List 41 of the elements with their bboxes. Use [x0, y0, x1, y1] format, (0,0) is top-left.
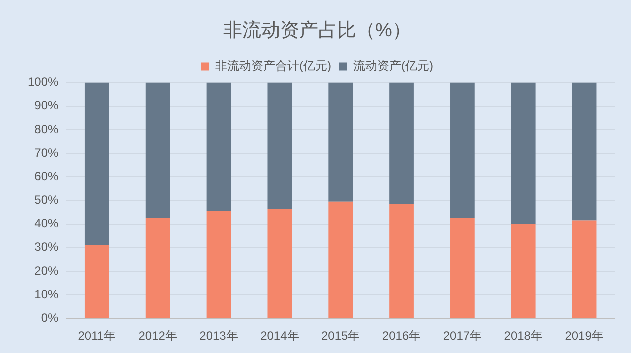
bar — [206, 211, 232, 318]
x-tick-label: 2015年 — [321, 329, 360, 344]
bar — [450, 82, 475, 218]
y-tick-label: 20% — [34, 264, 60, 278]
y-tick-label: 40% — [34, 216, 60, 231]
bar — [146, 218, 170, 318]
bar — [511, 224, 536, 318]
chart-title: 非流动资产占比（%） — [224, 20, 412, 42]
y-tick-label: 50% — [34, 193, 60, 208]
y-tick-label: 0% — [41, 310, 60, 325]
bar — [146, 82, 170, 218]
bar — [84, 82, 110, 246]
bar — [268, 82, 292, 209]
y-tick-label: 60% — [34, 169, 60, 184]
bar — [328, 202, 354, 318]
x-tick-label: 2013年 — [200, 329, 238, 344]
legend-label: 非流动资产合计(亿元) — [216, 59, 332, 74]
bar — [572, 82, 597, 221]
x-tick-label: 2012年 — [138, 329, 178, 344]
bar — [450, 218, 475, 318]
y-tick-label: 100% — [28, 75, 60, 90]
x-tick-label: 2016年 — [382, 329, 422, 344]
bar — [206, 82, 232, 212]
x-tick-label: 2014年 — [260, 329, 300, 344]
x-tick-label: 2018年 — [504, 329, 543, 344]
bar — [268, 208, 292, 318]
x-tick-label: 2017年 — [443, 329, 482, 344]
bar — [390, 204, 414, 318]
y-tick-label: 90% — [34, 98, 60, 113]
bar — [390, 82, 414, 204]
legend-label: 流动资产(亿元) — [354, 59, 434, 74]
bar — [572, 220, 597, 318]
bar — [84, 246, 110, 318]
y-tick-label: 80% — [34, 122, 60, 136]
y-tick-label: 70% — [34, 146, 60, 160]
bar — [511, 82, 536, 224]
bar — [328, 82, 354, 202]
x-tick-label: 2011年 — [78, 329, 116, 344]
y-tick-label: 10% — [34, 287, 60, 302]
y-tick-label: 30% — [34, 240, 60, 254]
x-tick-label: 2019年 — [565, 329, 604, 344]
